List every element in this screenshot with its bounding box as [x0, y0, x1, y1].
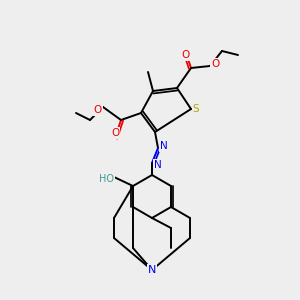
Text: O: O [181, 50, 189, 60]
Text: HO: HO [100, 174, 115, 184]
Text: N: N [154, 160, 162, 170]
Text: O: O [94, 105, 102, 115]
Text: N: N [160, 141, 168, 151]
Text: O: O [111, 128, 119, 138]
Text: O: O [211, 59, 219, 69]
Text: S: S [193, 104, 199, 114]
Text: N: N [148, 265, 156, 275]
